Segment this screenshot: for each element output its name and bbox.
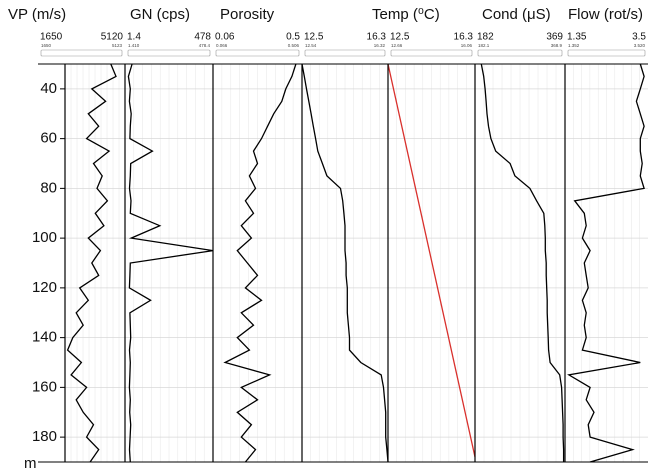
range-max: 3.5 [632, 32, 646, 43]
log-curve [387, 63, 476, 458]
track-title: GN (cps) [130, 6, 190, 23]
scale-max: 0.506 [288, 43, 300, 48]
range-max: 369 [546, 32, 563, 43]
depth-tick-label: 140 [32, 329, 57, 346]
range-max: 5120 [101, 32, 124, 43]
scale-box [390, 49, 473, 57]
range-min: 1.4 [127, 32, 141, 43]
scale-max: 16.32 [374, 43, 386, 48]
track-title: Temp (⁰C) [372, 6, 440, 23]
scale-min: 182.1 [478, 43, 490, 48]
scale-box [127, 49, 211, 57]
scale-min: 12.54 [305, 43, 317, 48]
scale-box [567, 49, 646, 57]
log-curve [567, 63, 645, 463]
range-min: 182 [477, 32, 494, 43]
scale-max: 478.4 [199, 43, 211, 48]
range-min: 1.35 [567, 32, 587, 43]
range-min: 1650 [40, 32, 63, 43]
log-curve [127, 63, 214, 463]
scale-min: 12.66 [391, 43, 403, 48]
range-min: 0.06 [215, 32, 235, 43]
scale-box [304, 49, 386, 57]
range-max: 0.5 [286, 32, 300, 43]
depth-tick-label: 120 [32, 279, 57, 296]
scale-box [40, 49, 123, 57]
range-min: 12.5 [304, 32, 324, 43]
range-min: 12.5 [390, 32, 410, 43]
track-title: VP (m/s) [8, 6, 66, 23]
depth-unit: m [24, 455, 37, 472]
track-title: Porosity [220, 6, 275, 23]
depth-tick-label: 100 [32, 229, 57, 246]
range-max: 478 [194, 32, 211, 43]
scale-max: 5123 [112, 43, 123, 48]
depth-tick-label: 160 [32, 378, 57, 395]
scale-max: 3.520 [634, 43, 646, 48]
depth-tick-label: 40 [40, 80, 57, 97]
depth-tick-label: 60 [40, 130, 57, 147]
log-curve [480, 63, 565, 462]
scale-min: 1.410 [128, 43, 140, 48]
log-curve [301, 63, 389, 463]
scale-min: 1.352 [568, 43, 580, 48]
depth-tick-label: 80 [40, 179, 57, 196]
scale-min: 0.066 [216, 43, 228, 48]
track-title: Flow (rot/s) [568, 6, 643, 23]
log-curve [223, 63, 297, 463]
scale-box [215, 49, 300, 57]
scale-min: 1650 [41, 43, 52, 48]
track-title: Cond (μS) [482, 6, 551, 23]
scale-max: 368.9 [551, 43, 563, 48]
depth-tick-label: 180 [32, 428, 57, 445]
range-max: 16.3 [367, 32, 387, 43]
range-max: 16.3 [454, 32, 474, 43]
log-curve [66, 63, 117, 463]
scale-max: 16.06 [461, 43, 473, 48]
scale-box [477, 49, 563, 57]
